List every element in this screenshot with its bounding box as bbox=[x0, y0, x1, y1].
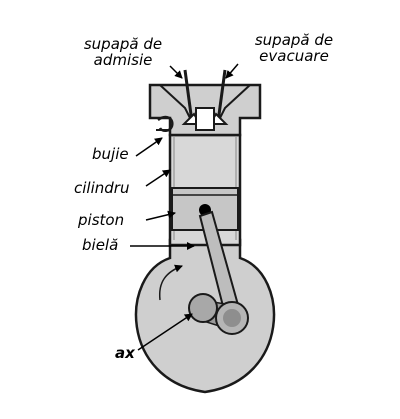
label-exhaust-valve: supapă de evacuare bbox=[238, 32, 350, 64]
spark-plug bbox=[156, 115, 174, 132]
label-connecting-rod: bielă bbox=[82, 236, 119, 254]
label-shaft: ax bbox=[115, 344, 135, 362]
pointer-shaft bbox=[137, 313, 193, 351]
label-exhaust-valve-line2: evacuare bbox=[259, 47, 329, 65]
label-intake-valve-line2: admisie bbox=[93, 51, 153, 69]
label-spark-plug: bujie bbox=[92, 145, 129, 163]
pointer-spark-plug bbox=[135, 137, 163, 157]
rotation-arrow bbox=[158, 264, 183, 301]
label-intake-valve-line1: supapă de bbox=[83, 35, 163, 53]
label-cylinder: cilindru bbox=[74, 179, 130, 197]
label-intake-valve: supapă de admisie bbox=[68, 36, 178, 68]
label-piston: piston bbox=[78, 211, 125, 229]
pointer-piston bbox=[145, 210, 176, 221]
pointer-exhaust-valve bbox=[225, 63, 239, 79]
pointer-intake-valve bbox=[169, 65, 183, 79]
pointer-cylinder bbox=[145, 169, 171, 187]
combustion-chamber bbox=[195, 107, 215, 131]
crankshaft bbox=[188, 293, 249, 335]
label-exhaust-valve-line1: supapă de bbox=[254, 31, 334, 49]
pointer-lines bbox=[130, 63, 239, 351]
